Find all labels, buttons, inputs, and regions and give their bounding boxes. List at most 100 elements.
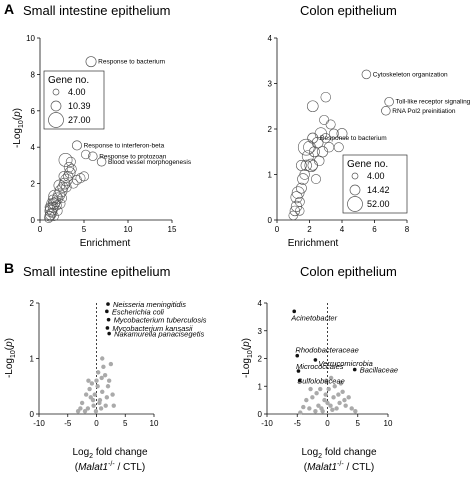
- data-point: [51, 200, 62, 211]
- data-point: [307, 160, 318, 171]
- chart-b1-xlabel: Log2 fold change: [72, 447, 148, 460]
- point-label: Sulfolobaceae: [297, 377, 345, 386]
- data-point: [320, 91, 331, 103]
- data-point: [44, 208, 57, 221]
- data-point: [336, 128, 348, 139]
- data-point: [55, 198, 66, 209]
- annotated-point: [96, 157, 107, 167]
- chart-b2-ylabel-sub: 10: [247, 350, 254, 358]
- data-point: [94, 378, 99, 383]
- chart-b1-xlabel-2: (Malat1-/- / CTL): [75, 461, 146, 473]
- y-tick-label: 2: [258, 355, 263, 364]
- legend-box: [43, 70, 105, 130]
- legend-symbol: [347, 196, 363, 212]
- chart-a1-ylabel-main: -Log: [12, 128, 23, 148]
- data-point: [58, 177, 71, 190]
- data-point: [95, 384, 100, 389]
- highlighted-point: [106, 317, 111, 322]
- annotated-point: [307, 132, 319, 144]
- data-point: [103, 403, 108, 408]
- data-point: [333, 142, 344, 153]
- data-point: [105, 384, 111, 389]
- data-point: [325, 400, 330, 406]
- point-label: Response to bacterium: [98, 59, 165, 66]
- chart-b1-title: Small intestine epithelium: [23, 264, 170, 279]
- data-point: [90, 397, 96, 403]
- x-tick-label: 15: [168, 225, 177, 234]
- legend-entry: 4.00: [68, 87, 86, 97]
- data-point: [68, 178, 79, 189]
- chart-a1-title: Small intestine epithelium: [23, 3, 170, 18]
- data-point: [65, 156, 76, 167]
- data-point: [102, 372, 108, 378]
- chart-b1-ylabel-sub: 10: [10, 350, 17, 358]
- data-point: [314, 390, 319, 396]
- data-point: [332, 384, 337, 389]
- point-label: Acinetobacter: [290, 313, 337, 322]
- data-point: [304, 397, 309, 403]
- legend-entry: 10.39: [68, 101, 91, 111]
- data-point: [313, 409, 318, 414]
- x-tick-label: -5: [294, 419, 302, 428]
- data-point: [311, 174, 321, 185]
- y-tick-label: 10: [26, 34, 35, 43]
- data-point: [330, 407, 335, 413]
- data-point: [297, 173, 309, 185]
- legend-entry: 14.42: [367, 185, 390, 195]
- y-tick-label: 0: [30, 410, 35, 419]
- chart-a1-ylabel-sub: 10: [18, 120, 25, 128]
- data-point: [310, 395, 315, 400]
- data-point: [322, 397, 327, 403]
- x-tick-label: 10: [384, 419, 393, 428]
- annotated-point: [361, 69, 372, 80]
- data-point: [63, 162, 75, 173]
- data-point: [108, 361, 114, 367]
- data-point: [331, 395, 336, 400]
- panel-letter-b: B: [4, 260, 14, 276]
- data-point: [57, 181, 69, 193]
- data-point: [64, 167, 76, 179]
- chart-a1-ylabel: -Log10(p): [12, 108, 25, 148]
- x-tick-label: 8: [405, 225, 410, 234]
- data-point: [101, 364, 106, 370]
- y-tick-label: 8: [31, 70, 36, 79]
- highlighted-point: [105, 326, 110, 330]
- data-point: [51, 192, 64, 204]
- point-label: Rhodobacteraceae: [295, 346, 358, 355]
- data-point: [300, 159, 312, 172]
- point-label: Toll-like receptor signaling: [396, 99, 471, 106]
- data-point: [316, 403, 321, 408]
- y-tick-label: 3: [258, 327, 263, 336]
- data-point: [44, 213, 54, 223]
- data-point: [325, 119, 336, 130]
- data-point: [328, 128, 339, 139]
- legend-box: [342, 154, 408, 214]
- data-point: [291, 186, 305, 200]
- svg-text:-Log10(p): -Log10(p): [241, 338, 254, 378]
- legend-symbol: [351, 172, 359, 180]
- x-tick-label: -10: [261, 419, 273, 428]
- chart-a2: 0 2 4 6 8 0 1 2 3 4 Cytoskeleton organization Toll-…: [268, 34, 471, 234]
- data-point: [58, 153, 73, 167]
- data-point: [111, 403, 116, 408]
- chart-b2-title: Colon epithelium: [300, 264, 397, 279]
- x-tick-label: 2: [307, 225, 312, 234]
- data-point: [308, 386, 313, 392]
- data-point: [44, 204, 57, 217]
- data-point: [338, 381, 344, 386]
- data-point: [85, 406, 91, 411]
- data-point: [353, 409, 358, 414]
- data-point: [306, 100, 319, 113]
- highlighted-point: [105, 309, 109, 314]
- chart-b2-ylabel-main: -Log: [241, 358, 252, 378]
- y-tick-label: 1: [258, 382, 263, 391]
- y-tick-label: 0: [31, 216, 36, 225]
- data-point: [334, 406, 339, 411]
- x-tick-label: 10: [150, 419, 159, 428]
- data-point: [99, 375, 104, 381]
- data-point: [89, 381, 95, 386]
- highlighted-point: [295, 353, 300, 358]
- y-tick-label: 6: [31, 107, 36, 116]
- x-tick-label: 0: [275, 225, 280, 234]
- point-label: Verrucomicrobia: [318, 359, 372, 368]
